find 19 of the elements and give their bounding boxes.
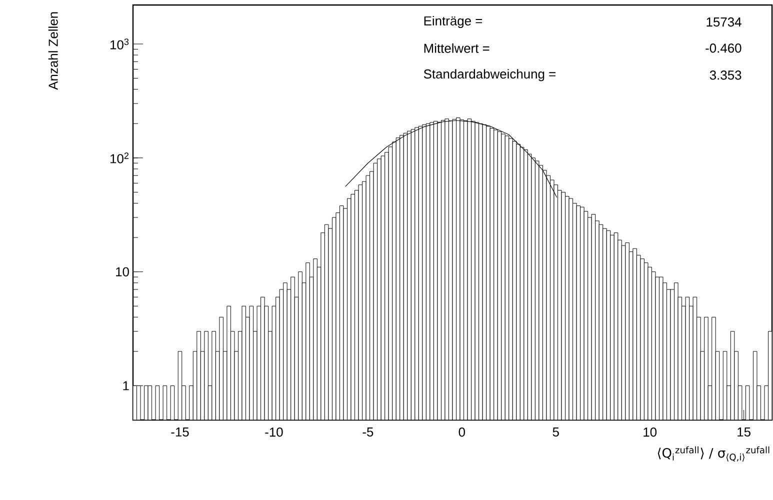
annotation: Einträge =	[424, 16, 482, 28]
x-tick-label: 0	[458, 428, 465, 437]
x-tick-label: -5	[362, 428, 374, 437]
annotation: 15734	[706, 17, 742, 27]
x-tick-label: 5	[552, 428, 559, 437]
annotation: Standardabweichung =	[424, 69, 556, 82]
y-tick-label: 10	[116, 267, 129, 276]
x-tick-label: 10	[644, 428, 657, 437]
y-tick-label: 1	[123, 381, 129, 390]
y-tick-label: 10$^{2}$	[110, 152, 129, 164]
x-axis-title: ⟨Q$_{i}$$^{zufall}$⟩ / σ$_{⟨Q,i⟩}$zufall	[658, 446, 770, 462]
x-tick-label: 15	[738, 428, 750, 437]
annotation: -0.460	[706, 44, 742, 53]
y-tick-label: 10$^{3}$	[110, 38, 129, 50]
x-tick-label: -10	[265, 428, 283, 437]
annotation: Mittelwert =	[424, 43, 490, 53]
annotation: 3.353	[710, 70, 742, 80]
x-tick-label: -15	[171, 428, 189, 437]
y-axis-title: Anzahl Zellen	[48, 12, 58, 90]
